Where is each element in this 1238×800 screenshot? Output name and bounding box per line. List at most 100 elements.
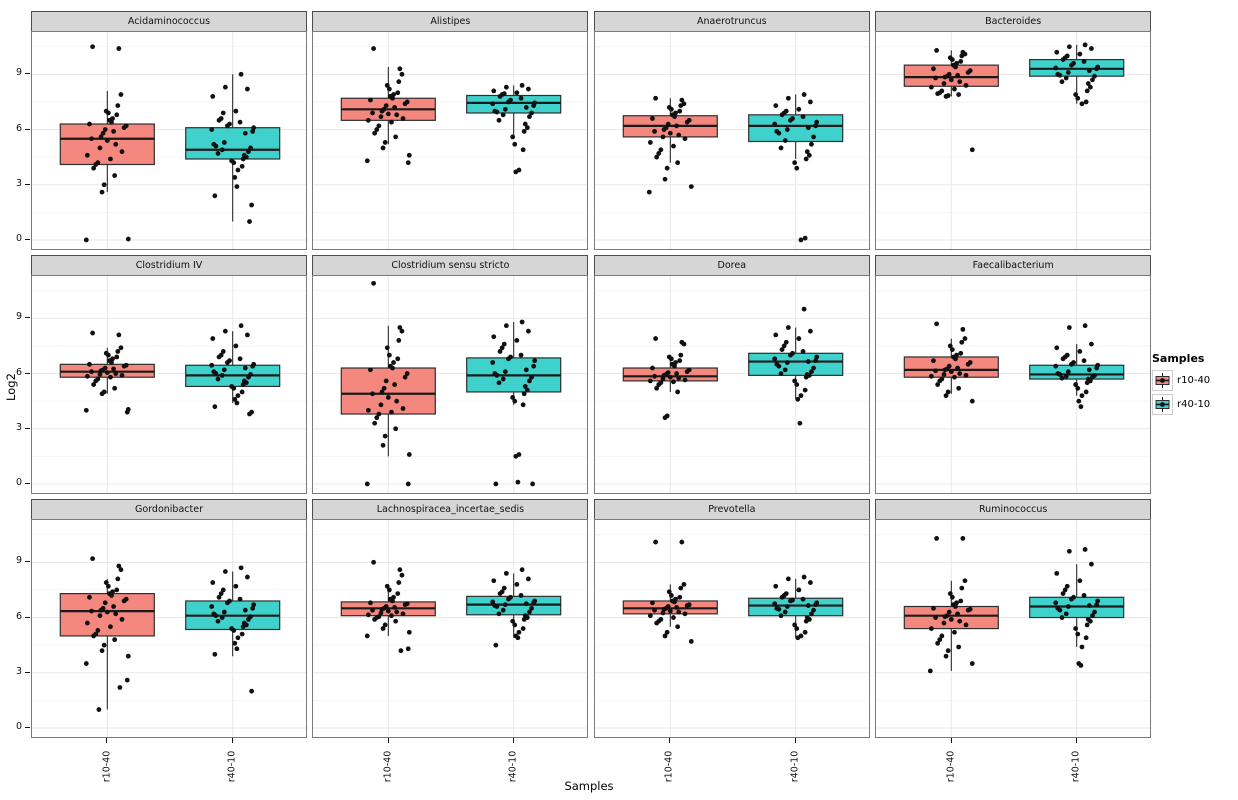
jitter-point	[666, 589, 672, 595]
jitter-point	[941, 620, 947, 626]
jitter-point	[249, 688, 255, 694]
jitter-point	[1079, 644, 1085, 650]
legend-entry-r40-10[interactable]: r40-10	[1152, 394, 1236, 415]
jitter-point	[654, 620, 659, 626]
jitter-point	[513, 453, 519, 459]
jitter-point	[240, 382, 246, 387]
jitter-point	[93, 378, 99, 384]
jitter-point	[124, 409, 130, 415]
jitter-point	[83, 661, 89, 666]
jitter-point	[385, 583, 391, 589]
y-tick-mark	[25, 616, 30, 618]
jitter-point	[935, 91, 941, 97]
jitter-point	[220, 587, 226, 593]
jitter-point	[792, 622, 797, 628]
jitter-point	[958, 350, 964, 356]
legend: Samples r10-40 r40-10	[1152, 352, 1236, 418]
jitter-point	[1066, 70, 1071, 75]
jitter-point	[778, 145, 784, 151]
jitter-point	[800, 349, 806, 354]
jitter-point	[216, 117, 222, 123]
jitter-point	[776, 130, 782, 136]
jitter-point	[785, 95, 791, 101]
facet-strip-title: Clostridium IV	[31, 255, 307, 276]
jitter-point	[671, 599, 677, 605]
jitter-point	[782, 138, 788, 143]
jitter-point	[386, 608, 392, 614]
jitter-point	[522, 616, 527, 622]
jitter-point	[115, 103, 121, 109]
jitter-point	[501, 112, 506, 118]
jitter-point	[215, 151, 221, 156]
jitter-point	[397, 66, 403, 72]
jitter-point	[1066, 369, 1071, 375]
jitter-point	[673, 123, 679, 129]
jitter-point	[387, 587, 393, 593]
jitter-point	[784, 360, 790, 365]
jitter-point	[1073, 382, 1079, 387]
jitter-point	[671, 114, 677, 120]
box	[747, 114, 844, 143]
jitter-point	[952, 629, 958, 635]
legend-entry-r10-40[interactable]: r10-40	[1152, 370, 1236, 391]
jitter-point	[1073, 92, 1079, 97]
jitter-point	[647, 378, 653, 384]
jitter-point	[87, 594, 92, 600]
jitter-point	[506, 596, 512, 602]
jitter-point	[406, 481, 412, 487]
legend-title: Samples	[1152, 352, 1205, 365]
jitter-point	[119, 616, 125, 622]
jitter-point	[245, 332, 250, 338]
jitter-point	[956, 385, 962, 391]
jitter-point	[90, 44, 95, 50]
jitter-point	[681, 341, 687, 347]
jitter-point	[104, 370, 110, 376]
jitter-point	[386, 395, 392, 400]
jitter-point	[238, 71, 244, 77]
jitter-point	[96, 707, 102, 712]
jitter-point	[407, 629, 413, 635]
jitter-point	[210, 580, 216, 585]
x-tick-label: r10-40	[382, 750, 394, 782]
facet-strip-title: Alistipes	[312, 11, 589, 32]
jitter-point	[371, 280, 377, 286]
box	[466, 94, 562, 114]
jitter-point	[778, 613, 784, 619]
jitter-point	[108, 156, 113, 162]
jitter-point	[1088, 618, 1093, 624]
x-axis-title: Samples	[564, 779, 614, 793]
jitter-point	[933, 75, 939, 81]
jitter-point	[664, 165, 670, 171]
jitter-point	[949, 77, 954, 83]
jitter-point	[504, 323, 510, 329]
jitter-point	[239, 631, 245, 637]
jitter-point	[400, 116, 406, 121]
jitter-point	[937, 637, 943, 643]
jitter-point	[381, 442, 386, 448]
jitter-point	[1073, 626, 1079, 631]
jitter-point	[1095, 598, 1101, 604]
jitter-point	[383, 433, 388, 439]
jitter-point	[1083, 635, 1089, 641]
jitter-point	[678, 585, 683, 591]
jitter-point	[84, 620, 90, 626]
x-tick-mark	[669, 738, 671, 743]
jitter-point	[934, 48, 940, 53]
jitter-point	[519, 352, 524, 358]
jitter-point	[93, 162, 99, 167]
jitter-point	[221, 609, 227, 615]
jitter-point	[513, 169, 519, 175]
jitter-point	[1092, 609, 1098, 615]
jitter-point	[1067, 325, 1072, 330]
jitter-point	[114, 354, 120, 360]
jitter-point	[121, 363, 127, 369]
jitter-point	[796, 106, 802, 112]
jitter-point	[1054, 49, 1060, 55]
jitter-point	[810, 365, 816, 371]
facet-strip-title: Lachnospiracea_incertae_sedis	[312, 499, 589, 520]
jitter-point	[101, 642, 107, 648]
facet-panel	[593, 275, 870, 494]
jitter-point	[782, 367, 788, 373]
facet-strip-title: Dorea	[593, 255, 870, 276]
jitter-point	[117, 685, 123, 690]
